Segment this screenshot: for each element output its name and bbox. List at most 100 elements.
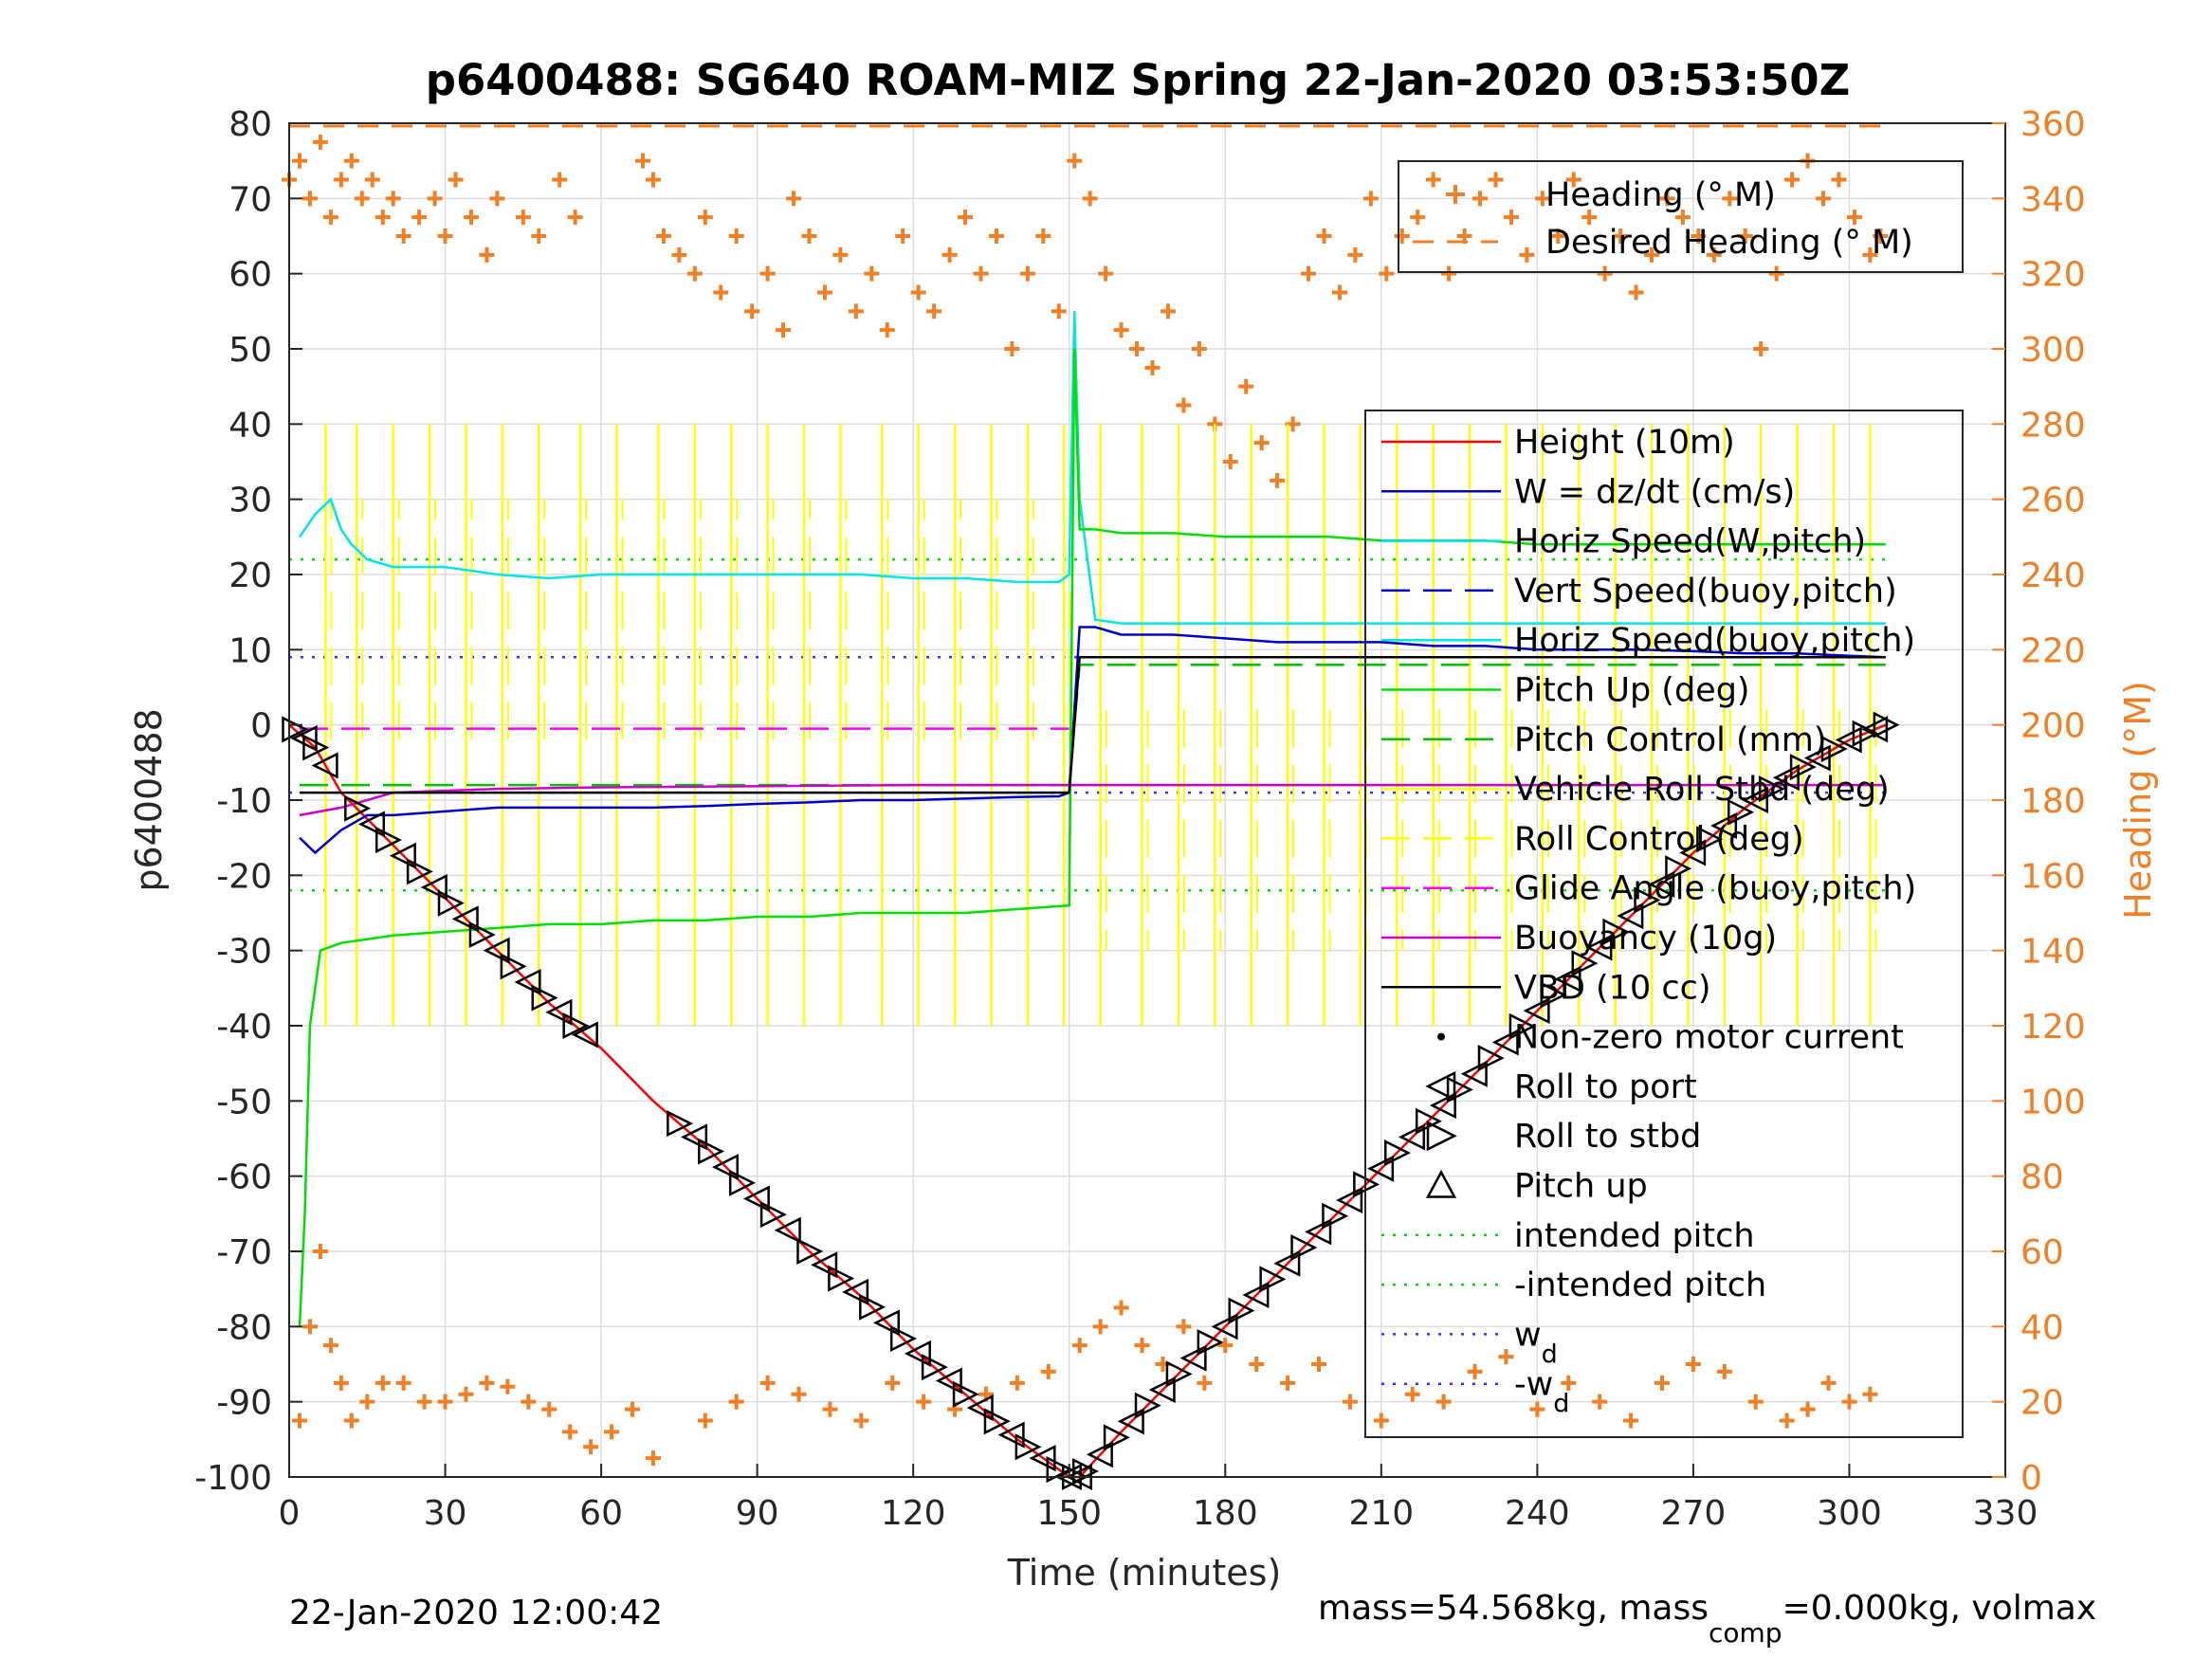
legend-label-16: intended pitch [1514, 1217, 1755, 1255]
heading-point-152 [1435, 1394, 1452, 1410]
y-tick-label-17: -90 [216, 1384, 272, 1423]
heading-point-97 [1768, 265, 1784, 282]
motor-marker-22 [698, 1138, 725, 1165]
motor-marker-24 [728, 1169, 756, 1196]
motor-marker-29 [811, 1251, 838, 1279]
x-axis-ticks: 0 30 60 90 120 150 180 210 240 270 300 330 [279, 1464, 2038, 1533]
y-tick-label-8: 0 [250, 707, 272, 746]
heading-point-32 [759, 265, 776, 282]
motor-marker-65 [1336, 1187, 1363, 1214]
heading-point-92 [1691, 228, 1707, 244]
y-tick-label-12: -40 [216, 1008, 272, 1047]
motor-marker-40 [983, 1408, 1011, 1435]
motor-marker-20 [667, 1110, 694, 1138]
y2-tick-label-17: 20 [2020, 1384, 2064, 1423]
motor-marker-94 [1789, 754, 1817, 781]
motor-marker-43 [1029, 1445, 1056, 1472]
heading-point-85 [1581, 210, 1598, 226]
heading-point-59 [1176, 397, 1192, 413]
heading-point-40 [879, 322, 895, 338]
heading-point-8 [364, 172, 380, 188]
heading-point-149 [1342, 1394, 1358, 1410]
heading-point-159 [1654, 1375, 1670, 1391]
motor-marker-4 [344, 794, 372, 822]
y-tick-label-3: 50 [229, 331, 272, 370]
heading-point-137 [1040, 1363, 1056, 1379]
footer-mass: mass=54.568kg, masscomp=0.000kg, volmax [1318, 1589, 2096, 1649]
chart-title: p6400488: SG640 ROAM-MIZ Spring 22-Jan-2… [426, 55, 1850, 105]
heading-point-109 [333, 1375, 349, 1391]
legend-label-12: Non-zero motor current [1514, 1019, 1904, 1057]
motor-marker-96 [1820, 736, 1848, 763]
y-tick-label-18: -100 [194, 1459, 272, 1498]
heading-point-23 [634, 153, 650, 169]
heading-point-98 [1784, 172, 1801, 188]
y2-tick-label-14: 80 [2020, 1158, 2064, 1197]
heading-point-146 [1249, 1357, 1265, 1372]
heading-point-43 [926, 303, 942, 319]
heading-point-38 [848, 303, 864, 319]
heading-point-162 [1747, 1394, 1764, 1410]
y2-tick-label-13: 100 [2020, 1083, 2086, 1121]
heading-point-118 [500, 1378, 516, 1395]
motor-marker-93 [1772, 764, 1800, 792]
heading-point-156 [1561, 1375, 1577, 1391]
x-axis-label: Time (minutes) [1007, 1552, 1282, 1594]
heading-point-41 [895, 228, 911, 244]
motor-marker-41 [997, 1421, 1025, 1449]
heading-point-104 [1873, 228, 1889, 244]
heading-point-11 [395, 228, 411, 244]
series-lines [288, 311, 1887, 1479]
legend-label-10: Buoyancy (10g) [1514, 920, 1777, 957]
heading-point-35 [801, 228, 817, 244]
heading-point-57 [1144, 359, 1161, 375]
motor-marker-10 [437, 889, 465, 917]
heading-point-49 [1019, 265, 1035, 282]
y-tick-label-9: -10 [216, 782, 272, 821]
heading-point-44 [941, 246, 958, 263]
legend-main: Height (10m) W = dz/dt (cm/s) Horiz Speed(… [1364, 410, 1964, 1438]
y-tick-label-15: -70 [216, 1233, 272, 1272]
heading-point-1 [291, 153, 307, 169]
motor-marker-2 [302, 734, 330, 761]
motor-marker-63 [1305, 1218, 1332, 1246]
heading-point-125 [645, 1450, 661, 1467]
motor-marker-62 [1290, 1234, 1318, 1262]
motor-marker-74 [1477, 1045, 1505, 1072]
y-tick-label-6: 20 [229, 556, 272, 595]
series-line-3 [298, 348, 1886, 1327]
motor-marker-37 [935, 1367, 962, 1395]
y2-tick-label-16: 40 [2020, 1308, 2064, 1347]
x-tick-label-11: 330 [1973, 1494, 2038, 1533]
heading-point-14 [437, 228, 453, 244]
series-line-5 [299, 783, 1886, 817]
heading-point-55 [1113, 322, 1129, 338]
motor-marker-61 [1273, 1249, 1301, 1277]
motor-marker-23 [711, 1154, 739, 1181]
motor-marker-81 [1585, 934, 1613, 961]
legend-label-9: Glide Angle (buoy,pitch) [1514, 870, 1916, 908]
motor-marker-38 [952, 1380, 979, 1408]
motor-marker-97 [1835, 726, 1862, 754]
motor-marker-12 [468, 921, 496, 949]
legend-swatch-13 [1425, 1070, 1456, 1102]
legend-heading-swatch-0 [1446, 185, 1465, 204]
heading-point-62 [1222, 454, 1238, 469]
heading-point-26 [671, 246, 687, 263]
heading-point-106 [302, 1319, 318, 1335]
y2-tick-label-0: 360 [2020, 105, 2086, 144]
x-tick-label-7: 210 [1348, 1494, 1414, 1533]
motor-marker-68 [1384, 1139, 1412, 1167]
y2-tick-label-7: 220 [2020, 631, 2086, 670]
motor-marker-18 [562, 1012, 590, 1040]
heading-point-136 [1009, 1375, 1025, 1391]
y2-tick-label-9: 180 [2020, 782, 2086, 821]
y-tick-label-10: -20 [216, 857, 272, 896]
heading-point-163 [1779, 1413, 1795, 1429]
heading-point-167 [1862, 1386, 1878, 1402]
legend-label-19: -wd [1514, 1366, 1569, 1419]
motor-marker-28 [796, 1237, 824, 1266]
heading-point-60 [1191, 341, 1207, 356]
legend-swatch-12 [1437, 1032, 1445, 1041]
legend-main-box [1364, 410, 1964, 1438]
